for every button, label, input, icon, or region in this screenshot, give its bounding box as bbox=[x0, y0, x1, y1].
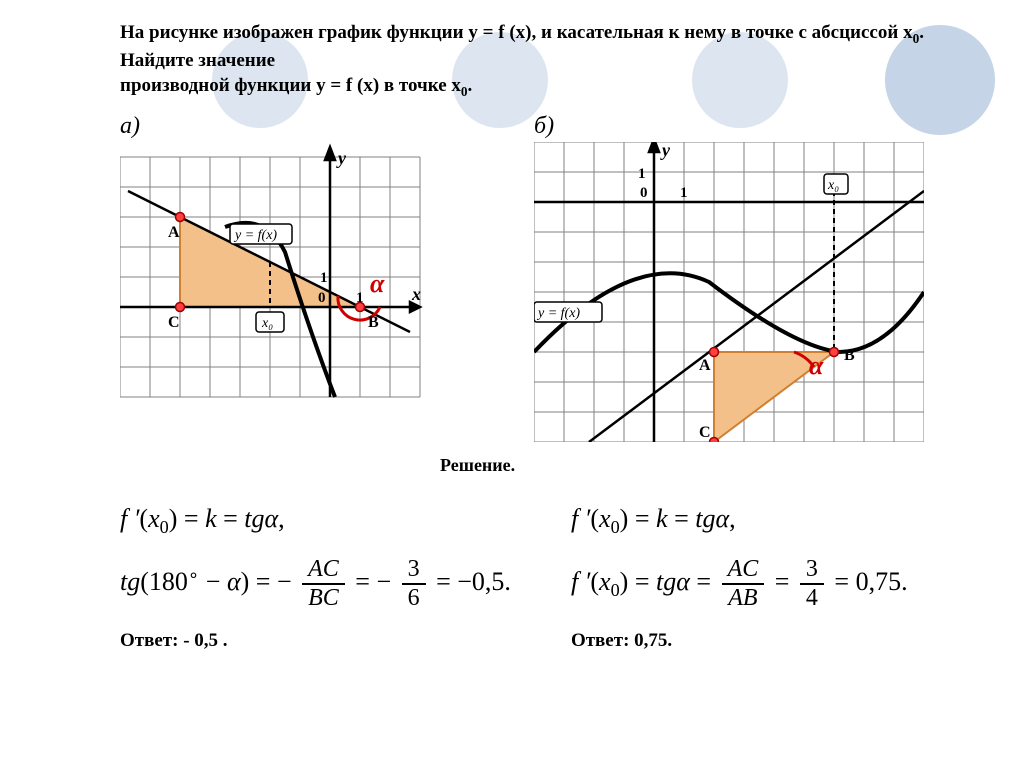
point-a-label-b: A bbox=[699, 357, 711, 374]
zero-label-b: 0 bbox=[640, 185, 648, 201]
point-c-label: C bbox=[168, 314, 180, 331]
formula-right-2: f ′(x0) = tgα = ACAB = 34 = 0,75. bbox=[571, 556, 924, 612]
x-axis-label: x bbox=[411, 284, 421, 304]
point-b-b bbox=[830, 348, 839, 357]
point-b-label-b: B bbox=[844, 347, 855, 364]
problem-line2: производной функции y = f (x) в точке х bbox=[120, 75, 461, 96]
func-label-b: y = f(x) bbox=[536, 306, 580, 321]
tangent-line-a bbox=[128, 191, 410, 332]
alpha-label-a: α bbox=[370, 269, 385, 298]
panel-a-label: а) bbox=[120, 113, 504, 140]
point-a-b bbox=[710, 348, 719, 357]
zero-label-a: 0 bbox=[318, 290, 326, 306]
alpha-label-b: α bbox=[809, 351, 824, 380]
solution-left: f ′(x0) = k = tgα, tg(180∘ − α) = − ACBC… bbox=[120, 486, 511, 652]
one-x-label-b: 1 bbox=[680, 185, 688, 201]
one-y-label-b: 1 bbox=[638, 166, 646, 182]
one-y-label-a: 1 bbox=[320, 270, 328, 286]
problem-line1: На рисунке изображен график функции y = … bbox=[120, 22, 913, 43]
point-b-label: B bbox=[368, 314, 379, 331]
solution-heading: Решение. bbox=[440, 455, 924, 476]
point-a-label: A bbox=[168, 224, 180, 241]
y-axis-label: y bbox=[336, 148, 347, 168]
formula-left-2: tg(180∘ − α) = − ACBC = − 36 = −0,5. bbox=[120, 556, 511, 612]
panel-b-label: б) bbox=[534, 113, 924, 140]
problem-statement: На рисунке изображен график функции y = … bbox=[120, 20, 924, 101]
point-c-a bbox=[176, 303, 185, 312]
one-x-label-a: 1 bbox=[356, 290, 364, 306]
formula-right-1: f ′(x0) = k = tgα, bbox=[571, 504, 924, 538]
point-c-label-b: C bbox=[699, 424, 711, 441]
answer-left: Ответ: - 0,5 . bbox=[120, 630, 511, 652]
formula-left-1: f ′(x0) = k = tgα, bbox=[120, 504, 511, 538]
x0-label-b: x₀ bbox=[827, 178, 839, 193]
answer-right: Ответ: 0,75. bbox=[571, 630, 924, 652]
point-a-a bbox=[176, 213, 185, 222]
func-label-a: y = f(x) bbox=[233, 228, 277, 243]
graph-b: y x₀ y = f(x) 1 0 1 A B C α bbox=[534, 142, 924, 447]
solution-right: f ′(x0) = k = tgα, f ′(x0) = tgα = ACAB … bbox=[571, 486, 924, 652]
point-c-b bbox=[710, 438, 719, 443]
y-axis-label-b: y bbox=[660, 142, 671, 160]
panel-a: а) bbox=[120, 113, 504, 447]
graph-a: y x y = f(x) x₀ 0 1 1 A C B α bbox=[120, 142, 504, 417]
panel-b: б) bbox=[534, 113, 924, 447]
x0-label-a: x₀ bbox=[261, 316, 273, 331]
